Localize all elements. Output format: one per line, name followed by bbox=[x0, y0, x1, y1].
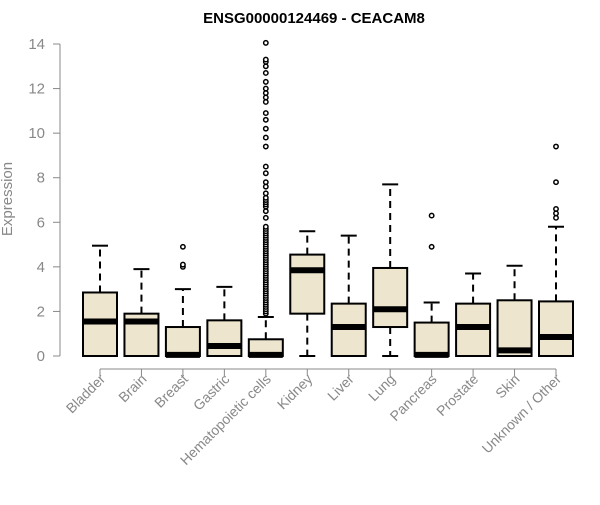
y-axis: 0 2 4 6 8 10 12 14 bbox=[28, 36, 61, 365]
outlier-point bbox=[553, 143, 559, 150]
box-group bbox=[413, 212, 450, 358]
box-group bbox=[164, 243, 201, 358]
y-tick-label: 10 bbox=[28, 125, 45, 142]
box-group bbox=[372, 183, 409, 357]
box-group bbox=[330, 234, 367, 357]
y-tick-label: 8 bbox=[37, 170, 45, 187]
box-iqr bbox=[372, 266, 409, 329]
y-tick-label: 2 bbox=[37, 303, 45, 320]
x-tick-label: Skin bbox=[492, 371, 523, 402]
x-tick-label: Lung bbox=[365, 371, 398, 404]
outlier-point bbox=[179, 243, 186, 250]
outlier-point bbox=[262, 214, 269, 221]
x-tick-label: Kidney bbox=[274, 371, 316, 413]
outlier-point bbox=[262, 125, 269, 132]
outlier-point bbox=[262, 85, 269, 92]
outlier-point bbox=[262, 78, 269, 85]
x-tick-label: Unknown / Other bbox=[479, 371, 565, 457]
box-group bbox=[496, 264, 533, 357]
outlier-point bbox=[262, 39, 269, 46]
box-series bbox=[82, 39, 574, 358]
box-iqr bbox=[413, 321, 450, 358]
outlier-point bbox=[262, 170, 269, 177]
outlier-point bbox=[262, 190, 269, 197]
x-tick-label: Prostate bbox=[433, 371, 481, 419]
outlier-point bbox=[262, 110, 269, 117]
outlier-point bbox=[428, 243, 435, 250]
x-tick-label: Bladder bbox=[63, 371, 109, 417]
box-group bbox=[206, 285, 243, 358]
outlier-point bbox=[262, 70, 269, 76]
y-tick-label: 6 bbox=[37, 214, 45, 231]
outlier-point bbox=[428, 212, 435, 219]
outlier-point bbox=[553, 179, 559, 186]
outlier-point bbox=[262, 134, 269, 141]
y-tick-label: 14 bbox=[28, 36, 45, 53]
box-iqr bbox=[538, 300, 574, 357]
x-tick-label: Breast bbox=[151, 371, 191, 411]
y-tick-label: 0 bbox=[37, 348, 45, 365]
box-group bbox=[538, 143, 574, 357]
outlier-point bbox=[262, 143, 269, 150]
box-group bbox=[82, 244, 118, 358]
box-iqr bbox=[496, 299, 533, 357]
x-tick-label: Brain bbox=[115, 371, 149, 405]
box-iqr bbox=[206, 319, 243, 358]
box-group bbox=[455, 272, 492, 357]
outlier-point bbox=[262, 163, 269, 170]
box-iqr bbox=[289, 253, 326, 315]
y-axis-label: Expression bbox=[0, 162, 16, 236]
box-group bbox=[289, 230, 326, 357]
y-tick-label: 12 bbox=[28, 81, 45, 98]
x-tick-label: Liver bbox=[324, 371, 357, 404]
outlier-point bbox=[179, 261, 186, 268]
box-group bbox=[247, 39, 284, 358]
outlier-point bbox=[262, 179, 269, 186]
outlier-point bbox=[262, 223, 269, 230]
y-tick-label: 4 bbox=[37, 259, 45, 276]
box-group bbox=[123, 268, 160, 357]
outlier-point bbox=[262, 56, 269, 63]
outlier-point bbox=[262, 116, 269, 123]
box-iqr bbox=[164, 326, 201, 357]
outlier-point bbox=[553, 205, 559, 212]
chart-title: ENSG00000124469 - CEACAM8 bbox=[203, 10, 425, 27]
